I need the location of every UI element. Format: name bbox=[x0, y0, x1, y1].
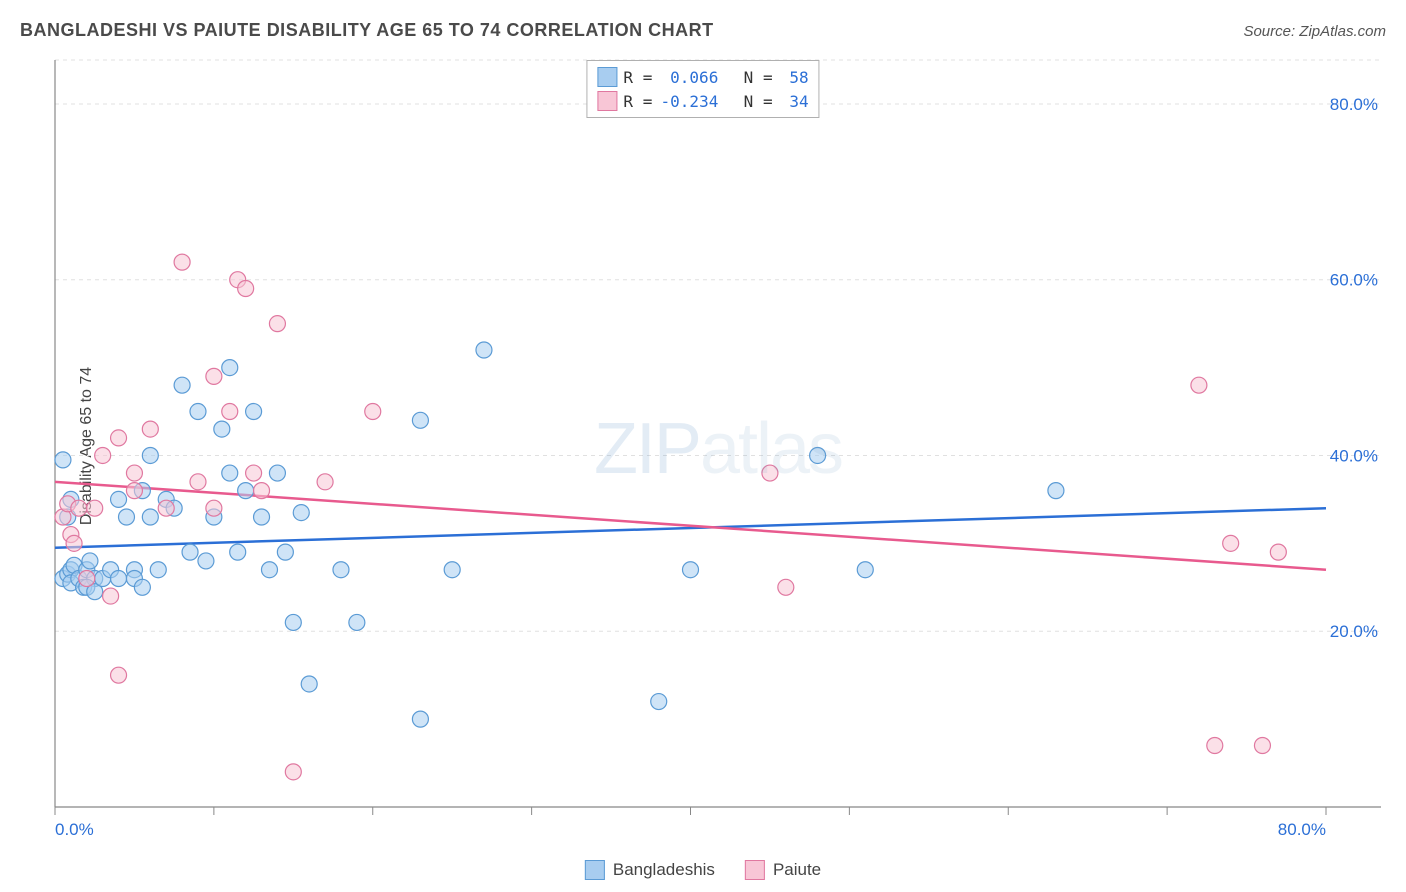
svg-text:0.0%: 0.0% bbox=[55, 820, 94, 839]
series-legend-item: Paiute bbox=[745, 860, 821, 880]
n-value: 58 bbox=[779, 68, 809, 87]
r-label: R = bbox=[623, 92, 652, 111]
legend-swatch bbox=[597, 67, 617, 87]
svg-text:60.0%: 60.0% bbox=[1330, 271, 1378, 290]
legend-swatch bbox=[585, 860, 605, 880]
svg-text:80.0%: 80.0% bbox=[1278, 820, 1326, 839]
series-legend-item: Bangladeshis bbox=[585, 860, 715, 880]
r-label: R = bbox=[623, 68, 652, 87]
legend-row: R = -0.234 N = 34 bbox=[597, 89, 808, 113]
series-legend-label: Paiute bbox=[773, 860, 821, 880]
legend-swatch bbox=[597, 91, 617, 111]
scatter-chart: 0.0% 80.0% 20.0% 40.0% 60.0% 80.0% bbox=[50, 55, 1386, 842]
n-label: N = bbox=[744, 68, 773, 87]
correlation-legend: R = 0.066 N = 58 R = -0.234 N = 34 bbox=[586, 60, 819, 118]
legend-swatch bbox=[745, 860, 765, 880]
svg-text:40.0%: 40.0% bbox=[1330, 446, 1378, 465]
r-value: 0.066 bbox=[658, 68, 718, 87]
series-legend-label: Bangladeshis bbox=[613, 860, 715, 880]
r-value: -0.234 bbox=[658, 92, 718, 111]
header: BANGLADESHI VS PAIUTE DISABILITY AGE 65 … bbox=[20, 20, 1386, 41]
svg-text:20.0%: 20.0% bbox=[1330, 622, 1378, 641]
source-attribution: Source: ZipAtlas.com bbox=[1243, 23, 1386, 40]
chart-title: BANGLADESHI VS PAIUTE DISABILITY AGE 65 … bbox=[20, 20, 714, 41]
n-value: 34 bbox=[779, 92, 809, 111]
series-legend: Bangladeshis Paiute bbox=[585, 860, 821, 880]
chart-area: 0.0%80.0%20.0%40.0%60.0%80.0% ZIPatlas bbox=[50, 55, 1386, 842]
legend-row: R = 0.066 N = 58 bbox=[597, 65, 808, 89]
svg-text:80.0%: 80.0% bbox=[1330, 95, 1378, 114]
n-label: N = bbox=[744, 92, 773, 111]
